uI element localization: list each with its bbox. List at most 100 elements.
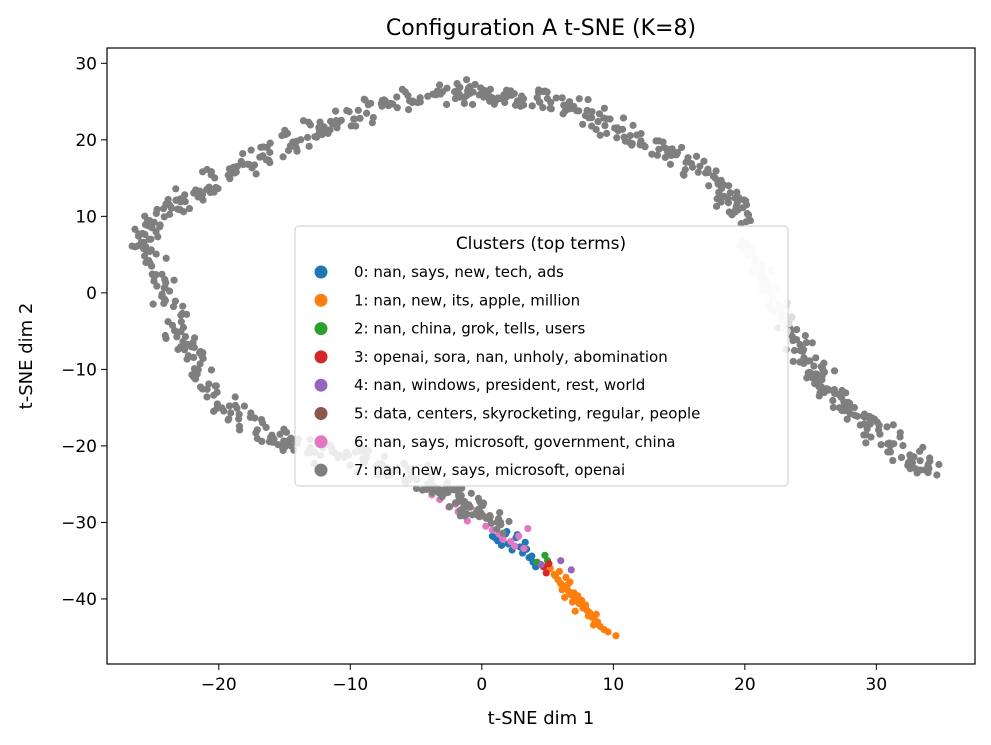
- scatter-point-cluster-7: [187, 340, 196, 349]
- scatter-point-cluster-7: [466, 503, 474, 511]
- y-tick-label: −10: [61, 360, 97, 380]
- scatter-point-cluster-7: [343, 106, 351, 115]
- scatter-point-cluster-7: [603, 115, 611, 123]
- scatter-point-cluster-7: [790, 346, 799, 355]
- scatter-point-cluster-7: [802, 338, 810, 347]
- scatter-point-cluster-7: [146, 259, 154, 268]
- scatter-point-cluster-7: [177, 318, 185, 326]
- scatter-point-cluster-7: [211, 382, 219, 390]
- scatter-point-cluster-7: [279, 153, 287, 161]
- scatter-point-cluster-7: [378, 102, 386, 110]
- scatter-point-cluster-7: [803, 357, 812, 365]
- scatter-point-cluster-7: [181, 332, 190, 341]
- scatter-point-cluster-7: [174, 205, 182, 213]
- scatter-point-cluster-7: [613, 134, 621, 142]
- scatter-point-cluster-7: [600, 104, 608, 112]
- scatter-point-cluster-7: [588, 114, 596, 122]
- scatter-point-cluster-6: [499, 535, 507, 543]
- scatter-point-cluster-7: [442, 100, 451, 108]
- scatter-point-cluster-7: [584, 95, 592, 104]
- scatter-point-cluster-7: [156, 223, 164, 231]
- legend-marker-3: [314, 350, 328, 364]
- scatter-point-cluster-7: [575, 95, 583, 103]
- scatter-point-cluster-7: [207, 366, 216, 374]
- scatter-point-cluster-7: [166, 210, 174, 218]
- scatter-point-cluster-7: [687, 159, 696, 168]
- scatter-point-cluster-7: [519, 95, 528, 103]
- scatter-point-cluster-7: [838, 407, 846, 415]
- scatter-point-cluster-7: [190, 189, 198, 197]
- scatter-point-cluster-7: [896, 433, 904, 441]
- scatter-point-cluster-7: [146, 247, 154, 255]
- scatter-point-cluster-7: [141, 230, 149, 239]
- scatter-point-cluster-7: [161, 275, 169, 284]
- scatter-point-cluster-7: [174, 196, 183, 204]
- scatter-point-cluster-7: [677, 143, 686, 152]
- scatter-point-cluster-7: [443, 84, 451, 92]
- scatter-point-cluster-7: [235, 415, 243, 423]
- x-tick-label: −10: [332, 675, 368, 695]
- scatter-point-cluster-7: [566, 103, 575, 111]
- scatter-point-cluster-0: [521, 538, 529, 546]
- scatter-point-cluster-1: [592, 610, 600, 618]
- scatter-point-cluster-7: [628, 141, 636, 149]
- x-axis-label: t-SNE dim 1: [488, 708, 595, 729]
- scatter-point-cluster-7: [838, 386, 846, 395]
- scatter-point-cluster-7: [601, 121, 609, 130]
- scatter-point-cluster-7: [856, 421, 864, 429]
- scatter-point-cluster-7: [404, 106, 413, 114]
- scatter-point-cluster-2: [541, 551, 549, 559]
- scatter-point-cluster-1: [555, 567, 564, 576]
- scatter-point-cluster-7: [303, 133, 312, 142]
- legend-label-5: 5: data, centers, skyrocketing, regular,…: [354, 405, 700, 423]
- scatter-point-cluster-7: [921, 466, 929, 474]
- scatter-point-cluster-7: [469, 100, 477, 109]
- scatter-point-cluster-7: [152, 250, 160, 258]
- scatter-point-cluster-7: [153, 205, 161, 214]
- scatter-point-cluster-1: [590, 621, 598, 629]
- legend-marker-1: [314, 293, 328, 307]
- scatter-point-cluster-7: [511, 101, 520, 109]
- scatter-point-cluster-7: [457, 491, 465, 500]
- scatter-point-cluster-7: [899, 442, 907, 450]
- scatter-point-cluster-7: [812, 354, 820, 362]
- scatter-point-cluster-7: [724, 195, 732, 203]
- scatter-point-cluster-7: [233, 404, 241, 412]
- scatter-point-cluster-7: [558, 94, 566, 102]
- scatter-point-cluster-7: [829, 396, 837, 405]
- scatter-point-cluster-7: [253, 426, 261, 434]
- scatter-point-cluster-7: [705, 182, 713, 190]
- scatter-point-cluster-7: [166, 287, 174, 295]
- legend-frame: [294, 225, 789, 487]
- scatter-point-cluster-0: [528, 552, 536, 560]
- scatter-point-cluster-7: [505, 517, 513, 526]
- scatter-point-cluster-6: [511, 542, 519, 550]
- scatter-point-cluster-7: [913, 469, 921, 477]
- scatter-point-cluster-7: [725, 182, 733, 190]
- scatter-point-cluster-7: [196, 360, 204, 368]
- scatter-point-cluster-6: [524, 524, 532, 533]
- scatter-point-cluster-7: [889, 456, 897, 465]
- scatter-point-cluster-1: [604, 628, 612, 636]
- scatter-point-cluster-7: [820, 359, 828, 367]
- x-tick-label: 0: [476, 675, 487, 695]
- scatter-point-cluster-6: [520, 544, 528, 553]
- scatter-point-cluster-7: [626, 132, 634, 140]
- scatter-point-cluster-7: [195, 349, 204, 357]
- scatter-point-cluster-7: [145, 235, 153, 243]
- scatter-point-cluster-7: [619, 114, 628, 122]
- scatter-point-cluster-1: [558, 586, 566, 594]
- scatter-point-cluster-7: [890, 440, 898, 448]
- scatter-point-cluster-7: [248, 164, 256, 172]
- scatter-point-cluster-7: [456, 512, 464, 520]
- scatter-point-cluster-7: [164, 195, 172, 204]
- scatter-point-cluster-7: [492, 96, 500, 105]
- scatter-point-cluster-7: [247, 409, 255, 417]
- scatter-point-cluster-7: [535, 98, 544, 106]
- scatter-point-cluster-7: [692, 152, 701, 160]
- scatter-point-cluster-7: [579, 120, 587, 128]
- scatter-point-cluster-7: [739, 204, 747, 212]
- x-tick-label: 10: [603, 675, 625, 695]
- scatter-point-cluster-7: [539, 104, 547, 112]
